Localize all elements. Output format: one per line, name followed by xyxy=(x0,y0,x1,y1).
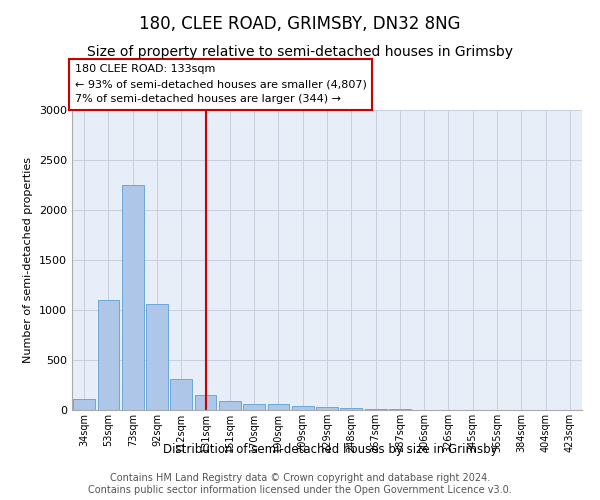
Bar xyxy=(316,407,338,410)
Bar xyxy=(340,408,362,410)
Bar xyxy=(365,408,386,410)
Bar xyxy=(97,300,119,410)
Bar xyxy=(268,404,289,410)
Bar xyxy=(243,404,265,410)
Text: 180, CLEE ROAD, GRIMSBY, DN32 8NG: 180, CLEE ROAD, GRIMSBY, DN32 8NG xyxy=(139,15,461,33)
Bar xyxy=(122,185,143,410)
Bar xyxy=(389,409,411,410)
Text: Contains HM Land Registry data © Crown copyright and database right 2024.
Contai: Contains HM Land Registry data © Crown c… xyxy=(88,474,512,495)
Bar xyxy=(73,399,95,410)
Text: Size of property relative to semi-detached houses in Grimsby: Size of property relative to semi-detach… xyxy=(87,45,513,59)
Y-axis label: Number of semi-detached properties: Number of semi-detached properties xyxy=(23,157,34,363)
Bar xyxy=(170,379,192,410)
Bar xyxy=(219,401,241,410)
Bar xyxy=(194,394,217,410)
Text: 180 CLEE ROAD: 133sqm
← 93% of semi-detached houses are smaller (4,807)
7% of se: 180 CLEE ROAD: 133sqm ← 93% of semi-deta… xyxy=(74,64,367,104)
Text: Distribution of semi-detached houses by size in Grimsby: Distribution of semi-detached houses by … xyxy=(163,444,497,456)
Bar xyxy=(146,304,168,410)
Bar xyxy=(292,406,314,410)
